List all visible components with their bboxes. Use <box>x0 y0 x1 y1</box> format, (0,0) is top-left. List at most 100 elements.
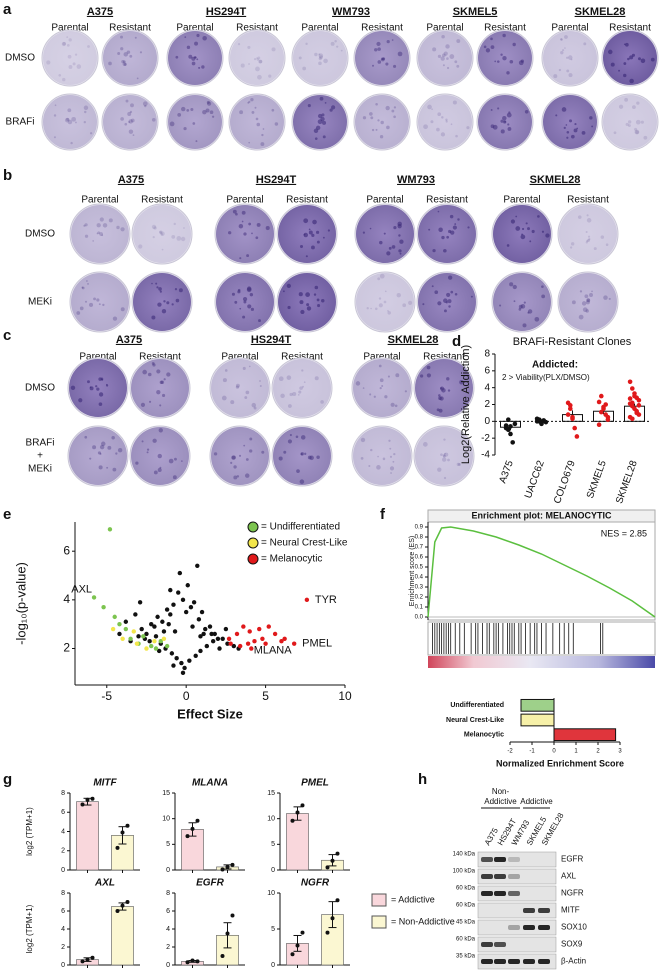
colony <box>242 315 246 319</box>
y-tick-label: 6 <box>63 543 70 557</box>
colony <box>243 300 247 304</box>
column-label: Resistant <box>426 195 468 206</box>
colony <box>490 45 495 49</box>
colony <box>625 42 629 47</box>
colony <box>319 96 324 101</box>
colony <box>380 57 385 62</box>
colony <box>389 466 395 471</box>
y-tick-label: 6 <box>484 365 490 376</box>
data-point <box>144 631 149 637</box>
colony <box>54 104 57 107</box>
colony <box>318 57 322 61</box>
data-point <box>605 417 611 422</box>
colony <box>578 314 584 320</box>
colony <box>373 395 376 398</box>
colony <box>302 66 307 71</box>
colony <box>243 232 247 236</box>
colony <box>393 226 397 230</box>
blot-band <box>481 959 493 964</box>
colony <box>128 121 131 123</box>
blot-band <box>523 925 535 930</box>
colony <box>151 117 156 122</box>
colony <box>635 119 641 125</box>
colony <box>98 402 103 406</box>
x-tick-label: 2 <box>596 749 600 755</box>
data-point <box>180 597 186 603</box>
colony <box>237 288 241 292</box>
y-tick-label: Undifferentiated <box>450 702 504 709</box>
colony <box>256 122 261 127</box>
colony <box>89 386 92 389</box>
colony <box>320 116 325 122</box>
data-point <box>212 631 217 637</box>
colony <box>541 285 544 289</box>
plate-stain <box>543 31 597 85</box>
colony <box>423 124 428 130</box>
y-tick-label: 8 <box>166 890 170 897</box>
colony <box>196 33 200 38</box>
y-tick-label: 5 <box>271 841 275 848</box>
protein-label: AXL <box>561 872 577 881</box>
plate-stain <box>355 95 409 149</box>
blot-band <box>508 925 520 930</box>
colony <box>584 294 589 299</box>
colony <box>560 50 564 55</box>
colony <box>289 433 292 437</box>
column-label: Resistant <box>484 23 526 34</box>
colony <box>120 227 125 232</box>
colony <box>255 117 259 121</box>
panel-label: f <box>380 506 386 523</box>
colony <box>147 372 152 377</box>
colony <box>84 110 87 114</box>
colony <box>459 379 464 385</box>
marker-label: 140 kDa <box>453 852 476 858</box>
y-tick-label: 4 <box>63 592 70 606</box>
data-point <box>539 421 544 427</box>
colony <box>283 450 287 454</box>
colony <box>316 240 320 244</box>
colony <box>130 103 134 108</box>
colony <box>545 233 550 238</box>
legend-label: = Undifferentiated <box>261 522 340 533</box>
colony <box>120 35 123 39</box>
colony <box>249 292 254 297</box>
colony <box>93 297 96 301</box>
colony <box>262 128 265 130</box>
colony <box>369 227 372 230</box>
colony <box>286 375 292 380</box>
colony <box>159 380 164 385</box>
colony <box>607 49 613 55</box>
row-label: BRAFi <box>26 438 55 449</box>
colony <box>231 455 236 460</box>
colony <box>396 293 401 298</box>
data-point <box>201 631 206 637</box>
colony <box>490 124 495 129</box>
colony <box>87 45 90 48</box>
y-tick-label: 4 <box>61 926 65 933</box>
y-tick-label: -4 <box>481 450 490 461</box>
colony <box>125 99 129 103</box>
colony <box>58 73 62 77</box>
colony <box>374 48 378 52</box>
colony <box>585 231 588 233</box>
colony <box>321 113 325 117</box>
colony <box>303 218 309 224</box>
colony <box>385 105 390 111</box>
data-point <box>169 651 175 656</box>
data-point <box>279 639 284 644</box>
colony <box>562 49 565 52</box>
lane-label: SKMEL28 <box>540 811 566 847</box>
colony <box>583 42 587 46</box>
colony <box>316 230 320 234</box>
colony <box>255 66 260 72</box>
colony <box>512 284 517 290</box>
y-axis-label: log2 (TPM+1) <box>25 807 34 856</box>
data-point <box>155 614 160 620</box>
colony <box>605 243 609 247</box>
data-point <box>80 959 85 964</box>
column-label: Parental <box>426 23 463 34</box>
blot-band <box>508 874 520 879</box>
colony <box>436 127 440 132</box>
colony <box>202 110 207 115</box>
x-tick-label: SKMEL5 <box>585 459 609 500</box>
